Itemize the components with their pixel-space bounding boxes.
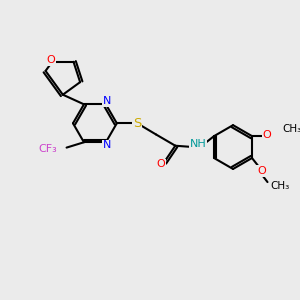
Text: CF₃: CF₃ <box>38 144 57 154</box>
Text: NH: NH <box>190 139 206 149</box>
Text: O: O <box>46 56 55 65</box>
Text: O: O <box>257 167 266 176</box>
Text: O: O <box>157 159 165 170</box>
Text: CH₃: CH₃ <box>270 181 290 191</box>
Text: S: S <box>133 117 141 130</box>
Text: O: O <box>263 130 272 140</box>
Text: N: N <box>103 96 111 106</box>
Text: CH₃: CH₃ <box>282 124 300 134</box>
Text: N: N <box>103 140 111 151</box>
